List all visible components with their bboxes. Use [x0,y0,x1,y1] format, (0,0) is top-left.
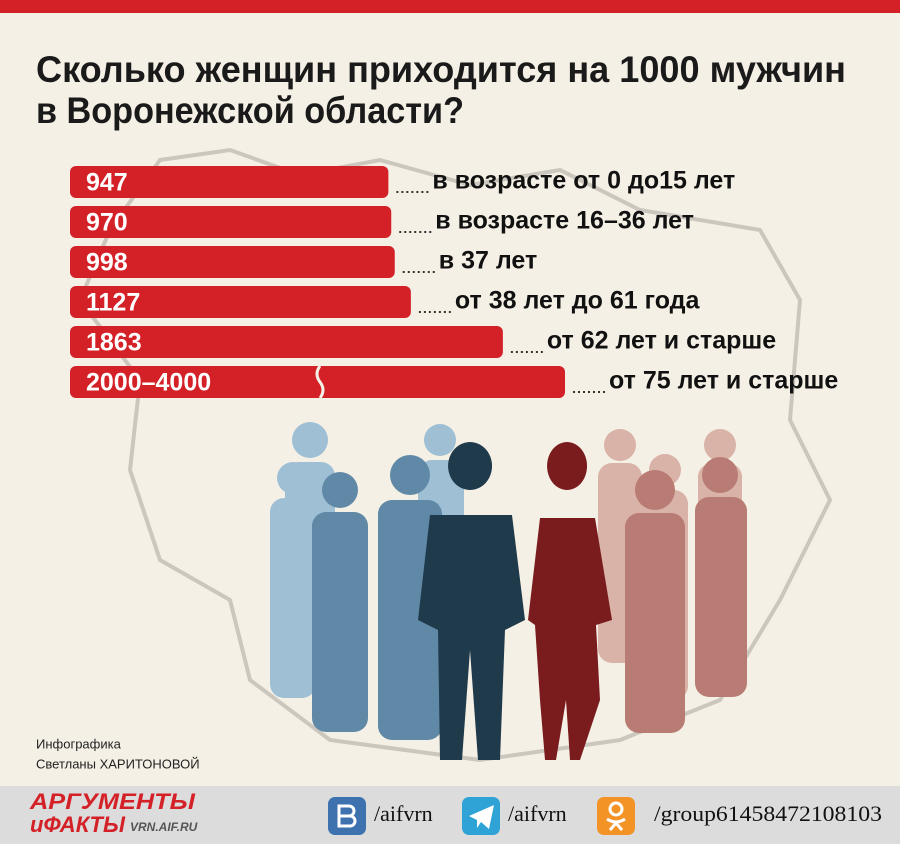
category-label: в 37 лет [439,247,537,275]
value-label: 2000–4000 [86,369,211,397]
bars: 947 в возрасте от 0 до15 лет 970 в возрасте… [70,166,838,399]
category-label: в возрасте от 0 до15 лет [432,167,735,195]
woman-front [528,442,612,760]
bar [70,246,395,278]
category-label: от 62 лет и старше [547,327,776,355]
bar [70,366,565,398]
credit: Инфографика [36,736,122,751]
man-front [418,442,525,760]
category-label: от 75 лет и старше [609,367,838,395]
site: VRN.AIF.RU [130,820,198,834]
link[interactable]: /aifvrn [374,801,433,826]
region-outline [77,147,833,763]
people-right-mid [625,457,747,733]
category-label: от 38 лет до 61 года [455,287,701,315]
bar [70,206,392,238]
top-stripe [0,0,900,13]
link[interactable]: /aifvrn [508,801,567,826]
bar [70,166,389,198]
ok-glyph [606,817,626,831]
vk-glyph [337,804,357,828]
logo: АРГУМЕНТЫ [29,789,196,814]
value-label: 1127 [86,289,140,317]
telegram-glyph [469,805,494,829]
title-line: в Воронежской области? [36,90,464,131]
ok-glyph [608,801,624,817]
title-line: Сколько женщин приходится на 1000 мужчин [36,49,846,90]
category-label: в возрасте 16–36 лет [435,207,694,235]
value-label: 1863 [86,329,142,357]
bar [70,326,503,358]
logo: иФАКТЫ [30,812,126,837]
link[interactable]: /group61458472108103 [654,801,882,826]
silhouettes [270,422,747,760]
value-label: 947 [86,169,128,197]
footer-bar [0,786,900,844]
bar [70,286,411,318]
bar-break [315,365,325,399]
credit: Светланы ХАРИТОНОВОЙ [36,756,200,771]
value-label: 970 [86,209,128,237]
value-label: 998 [86,249,128,277]
